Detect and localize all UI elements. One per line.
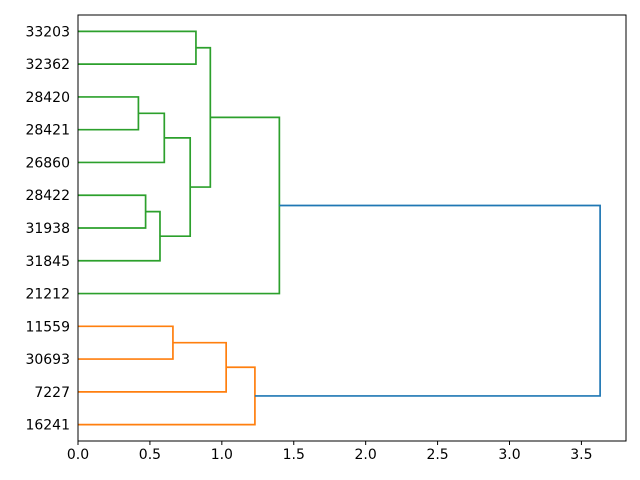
leaf-label-21212: 21212 — [25, 287, 70, 303]
dendrogram-link-i — [78, 325, 174, 360]
x-tick-label: 3.0 — [498, 447, 520, 463]
leaf-label-33203: 33203 — [25, 24, 70, 40]
x-tick-label: 1.0 — [211, 447, 233, 463]
leaf-label-7227: 7227 — [34, 385, 70, 401]
leaf-label-28420: 28420 — [25, 90, 70, 106]
dendrogram-link-b — [78, 96, 140, 131]
x-tick-label: 3.5 — [570, 447, 592, 463]
x-tick-label: 0.0 — [67, 447, 89, 463]
x-tick-label: 2.5 — [426, 447, 448, 463]
dendrogram-link-root — [254, 204, 601, 397]
leaf-label-31845: 31845 — [25, 254, 70, 270]
dendrogram-link-k — [78, 366, 256, 426]
leaf-label-16241: 16241 — [25, 418, 70, 434]
dendrogram-link-a — [78, 30, 197, 66]
dendrogram-link-c — [78, 112, 166, 164]
leaf-label-11559: 11559 — [25, 319, 70, 335]
leaf-label-32362: 32362 — [25, 57, 70, 73]
dendrogram-link-e — [78, 210, 161, 262]
x-tick-label: 0.5 — [139, 447, 161, 463]
dendrogram-link-d — [78, 194, 147, 229]
leaf-label-28422: 28422 — [25, 188, 70, 204]
axes-frame — [77, 14, 627, 442]
leaf-label-30693: 30693 — [25, 352, 70, 368]
leaf-label-26860: 26860 — [25, 155, 70, 171]
x-tick-label: 2.0 — [355, 447, 377, 463]
leaf-label-31938: 31938 — [25, 221, 70, 237]
dendrogram-link-g — [190, 46, 212, 188]
x-tick-label: 1.5 — [283, 447, 305, 463]
leaf-label-28421: 28421 — [25, 123, 70, 139]
